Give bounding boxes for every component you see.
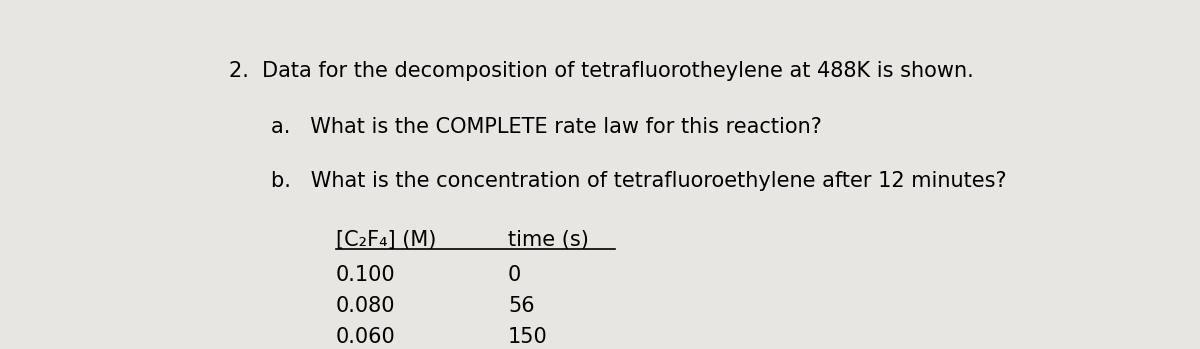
Text: 150: 150 [508, 327, 547, 347]
Text: 0.060: 0.060 [336, 327, 396, 347]
Text: 2.  Data for the decomposition of tetrafluorotheylene at 488K is shown.: 2. Data for the decomposition of tetrafl… [229, 61, 974, 81]
Text: [C₂F₄] (M): [C₂F₄] (M) [336, 230, 437, 250]
Text: b.   What is the concentration of tetrafluoroethylene after 12 minutes?: b. What is the concentration of tetraflu… [271, 171, 1007, 191]
Text: time (s): time (s) [508, 230, 589, 250]
Text: 0.080: 0.080 [336, 296, 396, 316]
Text: a.   What is the COMPLETE rate law for this reaction?: a. What is the COMPLETE rate law for thi… [271, 117, 822, 137]
Text: 0.100: 0.100 [336, 265, 396, 285]
Text: 56: 56 [508, 296, 535, 316]
Text: 0: 0 [508, 265, 521, 285]
